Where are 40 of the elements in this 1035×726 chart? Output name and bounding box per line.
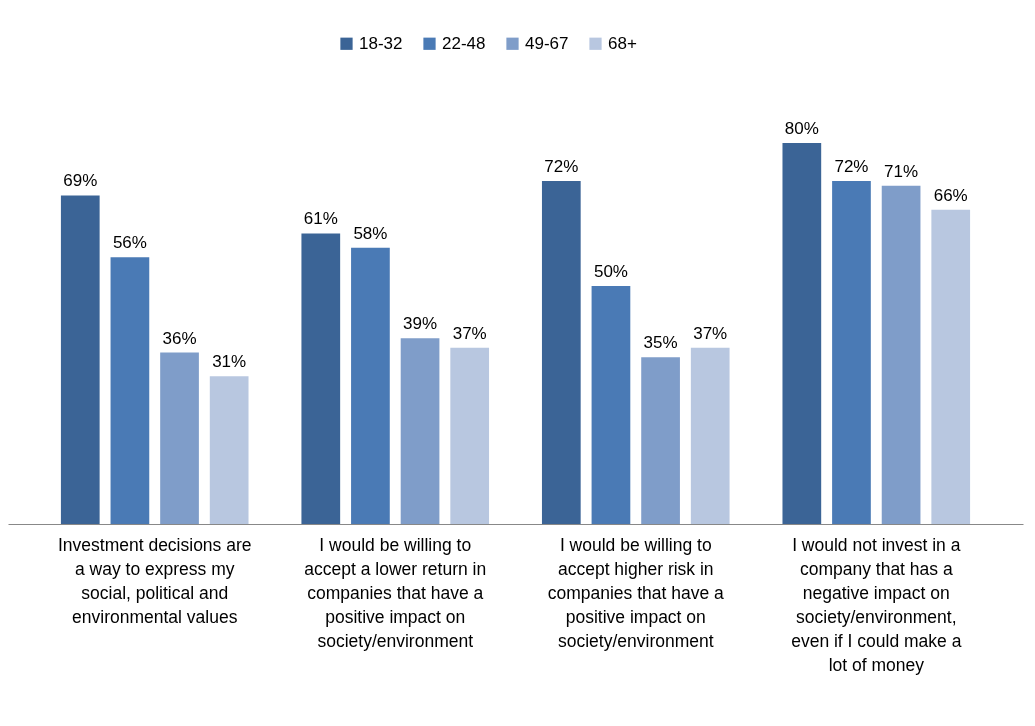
bar: [881, 185, 921, 524]
data-label: 35%: [643, 333, 678, 353]
bar: [690, 347, 730, 524]
data-label: 31%: [212, 352, 247, 372]
legend-label: 49-67: [525, 33, 569, 53]
legend-label: 68+: [608, 33, 637, 53]
bar: [400, 338, 440, 524]
data-label: 72%: [544, 157, 579, 177]
data-label: 37%: [693, 323, 728, 343]
bar: [931, 209, 971, 524]
legend-label: 22-48: [442, 33, 486, 53]
x-tick-label: Investment decisions are a way to express my social, political and environmental values: [57, 534, 252, 627]
bar: [301, 233, 341, 524]
bar: [209, 376, 249, 524]
bar: [160, 352, 199, 524]
legend-label: 18-32: [359, 33, 403, 53]
bar: [641, 357, 680, 524]
x-tick-label: I would be willing to accept a lower return in companies that have a positive impact on society/environment: [304, 534, 487, 651]
data-label: 56%: [112, 233, 147, 253]
data-label: 39%: [403, 314, 438, 334]
bar: [351, 247, 390, 524]
data-label: 50%: [593, 261, 628, 281]
data-label: 69%: [63, 171, 98, 191]
data-label: 58%: [353, 223, 388, 243]
bar: [591, 285, 631, 524]
data-label: 72%: [834, 157, 869, 177]
x-tick-label: I would not invest in a company that has a negative impact on society/environment, even if I could make a lot of money: [791, 534, 962, 675]
data-label: 37%: [452, 323, 487, 343]
bar: [450, 347, 490, 524]
x-tick-label: I would be willing to accept higher risk in companies that have a positive impact on society/environment: [547, 534, 725, 651]
bar: [110, 257, 150, 524]
bar: [832, 181, 871, 524]
data-label: 36%: [162, 328, 197, 348]
bar: [782, 143, 822, 524]
data-label: 80%: [784, 119, 819, 138]
data-label: 66%: [933, 185, 968, 205]
bar: [541, 181, 581, 524]
bar: [60, 195, 100, 524]
data-label: 71%: [884, 161, 919, 181]
data-label: 61%: [303, 209, 338, 229]
